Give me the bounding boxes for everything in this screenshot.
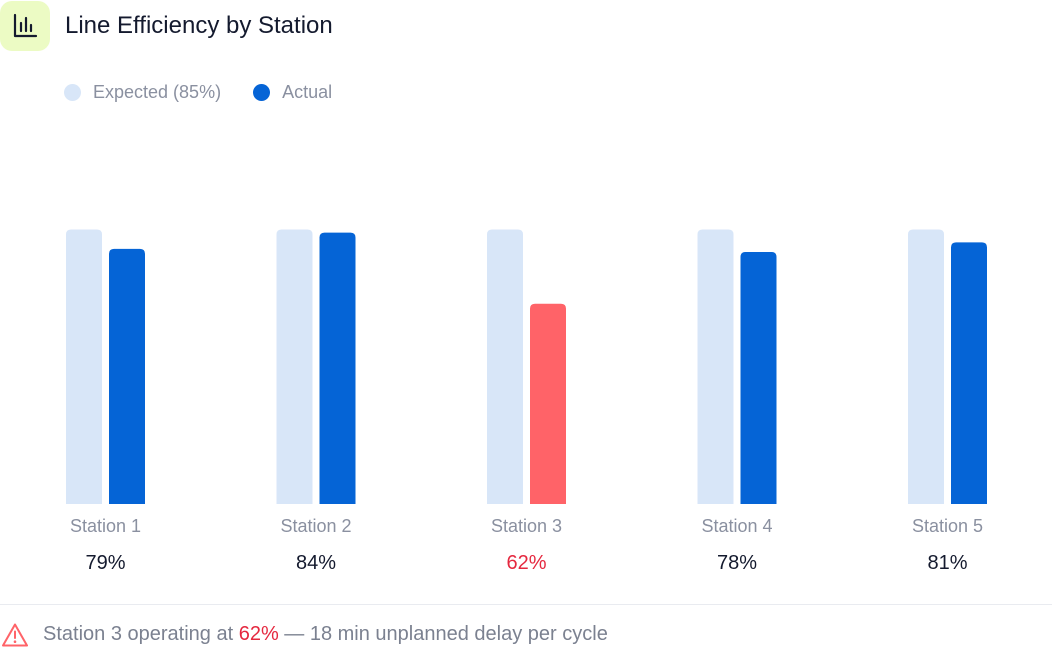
- bar-chart: Station 1 79% Station 2 84% Station 3 62% Stat…: [66, 229, 987, 574]
- category-label-station-5: Station 5: [912, 516, 983, 536]
- alert-text-suffix: — 18 min unplanned delay per cycle: [278, 623, 608, 645]
- category-label-station-3: Station 3: [491, 516, 562, 536]
- alert-footer: Station 3 operating at 62% — 18 min unpl…: [0, 604, 1052, 664]
- bar-actual-station-1: [109, 248, 145, 504]
- legend-swatch-actual: [253, 84, 271, 101]
- bar-actual-station-5: [951, 242, 987, 504]
- value-label-station-2: 84%: [296, 552, 336, 574]
- alert-text: Station 3 operating at 62% — 18 min unpl…: [43, 623, 608, 646]
- bar-actual-station-4: [740, 252, 777, 504]
- alert-text-prefix: Station 3 operating at: [43, 623, 239, 645]
- legend-item-expected: Expected (85%): [64, 82, 221, 103]
- legend-label-actual: Actual: [282, 82, 333, 102]
- warning-icon: [1, 622, 29, 648]
- value-label-station-4: 78%: [717, 552, 757, 574]
- chart-header: Line Efficiency by Station: [0, 0, 333, 52]
- legend-swatch-expected: [64, 84, 81, 101]
- category-label-station-4: Station 4: [701, 516, 772, 536]
- bar-expected-station-3: [487, 229, 523, 504]
- legend-label-expected: Expected (85%): [93, 82, 222, 102]
- chart-title: Line Efficiency by Station: [65, 12, 333, 39]
- value-label-station-1: 79%: [85, 552, 125, 574]
- category-label-station-1: Station 1: [70, 516, 141, 536]
- value-label-station-3: 62%: [506, 552, 546, 574]
- alert-highlight-value: 62%: [238, 623, 279, 645]
- bar-actual-station-3: [530, 303, 566, 504]
- bar-expected-station-1: [66, 229, 102, 504]
- bar-actual-station-2: [319, 232, 356, 504]
- bar-expected-station-2: [276, 229, 313, 504]
- bar-expected-station-4: [697, 229, 734, 504]
- chart-legend: Expected (85%) Actual: [64, 82, 364, 103]
- value-label-station-5: 81%: [927, 552, 967, 574]
- legend-item-actual: Actual: [253, 82, 332, 103]
- bar-expected-station-5: [908, 229, 944, 504]
- bar-chart-icon: [0, 1, 50, 51]
- category-label-station-2: Station 2: [280, 516, 351, 536]
